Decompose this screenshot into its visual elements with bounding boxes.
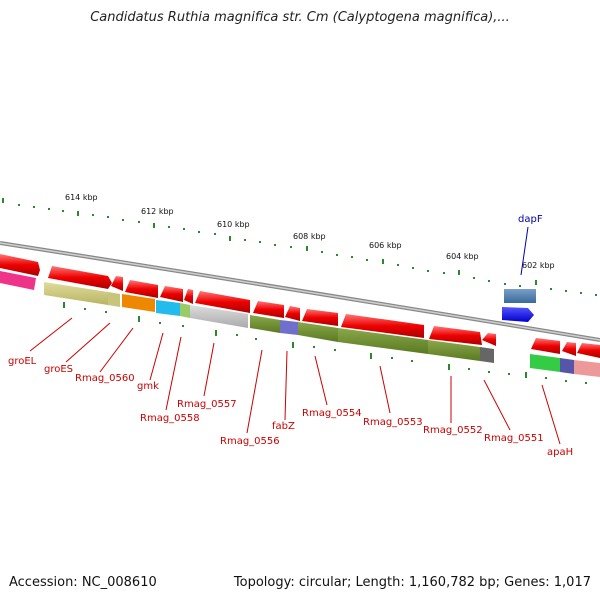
gene-label-Rmag_0552[interactable]: Rmag_0552	[423, 425, 483, 436]
feature-bar	[250, 315, 280, 333]
gene-arrow[interactable]	[562, 342, 576, 356]
feature-bar	[574, 360, 600, 377]
feature-bar	[298, 322, 338, 342]
feature-track	[44, 282, 600, 377]
gene-arrow[interactable]	[195, 291, 250, 313]
feature-bar	[122, 294, 155, 312]
feature-bar	[180, 303, 190, 318]
gene-label-Rmag_0553[interactable]: Rmag_0553	[363, 417, 423, 428]
tick-label-604: 604 kbp	[446, 252, 479, 261]
gene-arrow[interactable]	[302, 309, 338, 326]
gene-label-Rmag_0554[interactable]: Rmag_0554	[302, 408, 362, 419]
genome-stats-text: Topology: circular; Length: 1,160,782 bp…	[233, 575, 591, 590]
gene-label-groEL[interactable]: groEL	[8, 356, 37, 367]
feature-bar	[530, 354, 560, 372]
page-title: Candidatus Ruthia magnifica str. Cm (Cal…	[90, 10, 510, 25]
gene-arrow[interactable]	[0, 254, 40, 276]
genome-backbone-inner	[0, 242, 600, 341]
gene-arrow[interactable]	[502, 307, 534, 322]
gene-arrow[interactable]	[482, 333, 496, 346]
tick-label-614: 614 kbp	[65, 193, 98, 202]
feature-bar	[44, 282, 108, 305]
tick-label-612: 612 kbp	[141, 207, 174, 216]
gene-arrow[interactable]	[253, 301, 284, 318]
gene-label-Rmag_0556[interactable]: Rmag_0556	[220, 436, 280, 447]
gene-arrow[interactable]	[341, 314, 424, 338]
gene-label-fabZ[interactable]: fabZ	[272, 421, 295, 432]
gene-label-Rmag_0560[interactable]: Rmag_0560	[75, 373, 135, 384]
feature-bar	[560, 358, 574, 374]
feature-bar	[480, 347, 494, 363]
gene-arrow[interactable]	[577, 343, 600, 358]
gene-label-groES[interactable]: groES	[44, 364, 73, 375]
gene-arrow[interactable]	[184, 289, 193, 304]
gene-arrow[interactable]	[125, 280, 158, 298]
gene-arrow[interactable]	[531, 338, 560, 354]
outer-tick-track	[2, 198, 597, 296]
gene-label-Rmag_0557[interactable]: Rmag_0557	[177, 399, 237, 410]
tick-label-608: 608 kbp	[293, 232, 326, 241]
gene-arrow[interactable]	[48, 266, 112, 289]
tick-label-606: 606 kbp	[369, 241, 402, 250]
tick-label-602: 602 kbp	[522, 261, 555, 270]
feature-bar	[108, 292, 120, 307]
inner-tick-track	[63, 302, 587, 384]
feature-bar	[428, 340, 480, 361]
accession-text: Accession: NC_008610	[9, 575, 157, 590]
forward-gene-track	[0, 254, 600, 358]
feature-bar	[190, 305, 248, 328]
gene-arrow[interactable]	[111, 276, 123, 291]
gene-arrow[interactable]	[429, 326, 482, 345]
gene-label-apaH[interactable]: apaH	[547, 447, 573, 458]
gene-arrow[interactable]	[160, 286, 183, 302]
gene-arrow[interactable]	[0, 271, 36, 290]
gene-label-Rmag_0558[interactable]: Rmag_0558	[140, 413, 200, 424]
gene-label-Rmag_0551[interactable]: Rmag_0551	[484, 433, 544, 444]
leader-lines	[29, 226, 561, 445]
tick-label-610: 610 kbp	[217, 220, 250, 229]
feature-bar	[156, 300, 180, 316]
gene-block[interactable]	[504, 289, 536, 303]
feature-bar	[280, 320, 298, 335]
feature-bar	[338, 328, 428, 354]
gene-label-gmk[interactable]: gmk	[137, 381, 159, 392]
gene-arrow[interactable]	[285, 306, 300, 321]
gene-label-dapF[interactable]: dapF	[518, 214, 543, 225]
